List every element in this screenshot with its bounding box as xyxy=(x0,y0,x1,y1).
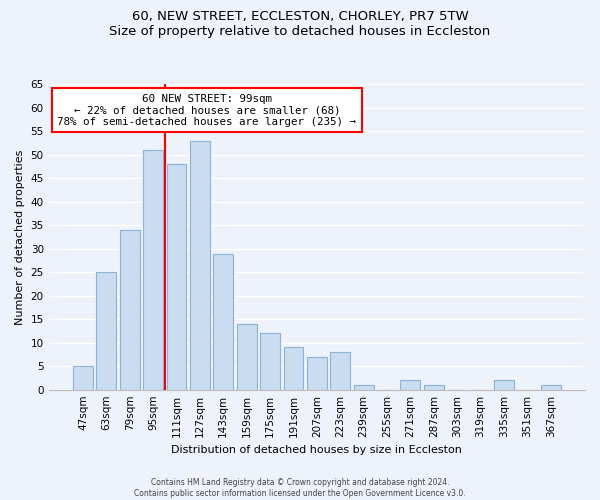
Bar xyxy=(494,380,514,390)
Bar xyxy=(97,272,116,390)
Bar xyxy=(73,366,93,390)
Bar xyxy=(353,385,374,390)
Bar xyxy=(541,385,560,390)
Bar xyxy=(284,348,304,390)
Text: 60 NEW STREET: 99sqm
← 22% of detached houses are smaller (68)
78% of semi-detac: 60 NEW STREET: 99sqm ← 22% of detached h… xyxy=(58,94,356,127)
Bar xyxy=(400,380,421,390)
Bar xyxy=(120,230,140,390)
Bar xyxy=(307,357,327,390)
Text: 60, NEW STREET, ECCLESTON, CHORLEY, PR7 5TW
Size of property relative to detache: 60, NEW STREET, ECCLESTON, CHORLEY, PR7 … xyxy=(109,10,491,38)
Bar xyxy=(237,324,257,390)
X-axis label: Distribution of detached houses by size in Eccleston: Distribution of detached houses by size … xyxy=(172,445,462,455)
Bar xyxy=(143,150,163,390)
Bar xyxy=(330,352,350,390)
Bar xyxy=(214,254,233,390)
Y-axis label: Number of detached properties: Number of detached properties xyxy=(15,150,25,325)
Bar xyxy=(167,164,187,390)
Bar xyxy=(190,141,210,390)
Text: Contains HM Land Registry data © Crown copyright and database right 2024.
Contai: Contains HM Land Registry data © Crown c… xyxy=(134,478,466,498)
Bar xyxy=(260,334,280,390)
Bar xyxy=(424,385,443,390)
